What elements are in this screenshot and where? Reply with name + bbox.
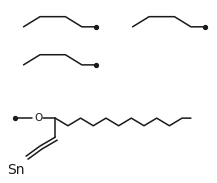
Text: O: O [34,113,42,123]
Text: Sn: Sn [7,163,25,177]
